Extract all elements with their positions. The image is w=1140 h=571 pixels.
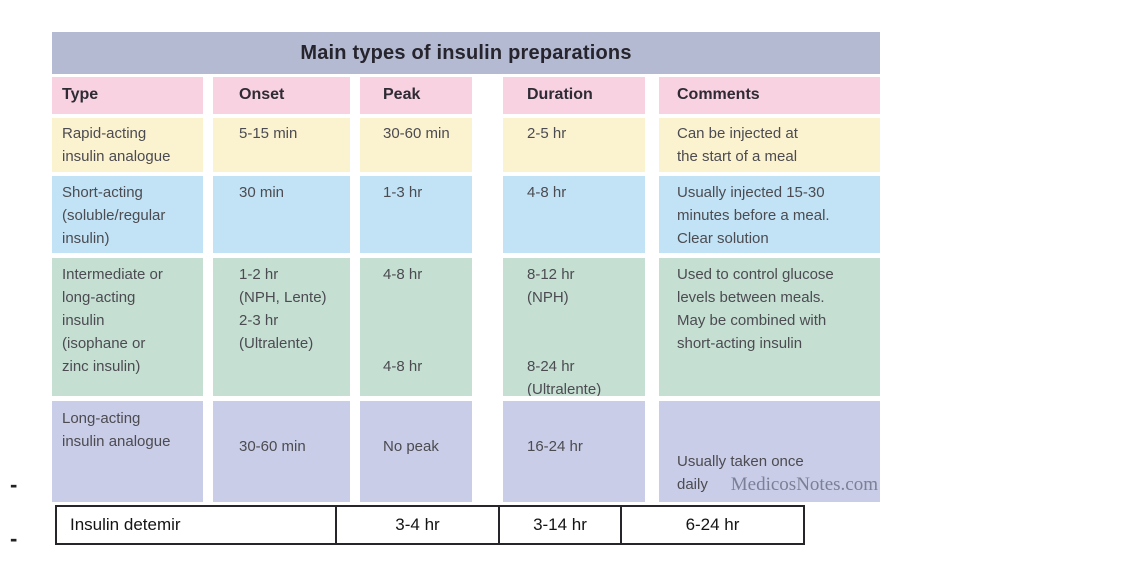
cell-comments: Used to control glucose levels between m… [659,258,880,396]
cell-comments: Usually injected 15-30 minutes before a … [659,176,880,253]
cell-duration: 4-8 hr [503,176,645,253]
margin-dash-bottom: - [10,526,18,551]
cell-duration: 2-5 hr [503,118,645,172]
detemir-name-cell: Insulin detemir [70,515,181,534]
column-header-peak: Peak [360,77,472,114]
cell-type: Long-acting insulin analogue [52,401,203,502]
cell-duration: 16-24 hr [503,401,645,502]
cell-onset: 5-15 min [213,118,350,172]
cell-onset: 1-2 hr (NPH, Lente) 2-3 hr (Ultralente) [213,258,350,396]
insulin-detemir-row: Insulin detemir 3-4 hr 3-14 hr 6-24 hr [55,505,805,545]
table-row-short-acting: Short-acting (soluble/regular insulin) 3… [52,176,880,253]
column-header-onset: Onset [213,77,350,114]
cell-comments: Usually taken once daily MedicosNotes.co… [659,401,880,502]
cell-type: Short-acting (soluble/regular insulin) [52,176,203,253]
table-title: Main types of insulin preparations [52,32,880,74]
cell-peak: 1-3 hr [360,176,472,253]
detemir-value-cell-2: 3-14 hr [498,507,620,543]
cell-peak: No peak [360,401,472,502]
column-header-comments: Comments [659,77,880,114]
cell-onset: 30 min [213,176,350,253]
header-row: Type Onset Peak Duration Comments [52,77,880,114]
watermark-text: MedicosNotes.com [730,474,878,495]
detemir-value-cell-1: 3-4 hr [335,507,498,543]
table-row-long-acting: Long-acting insulin analogue 30-60 min N… [52,401,880,502]
column-header-duration: Duration [503,77,645,114]
cell-type: Rapid-acting insulin analogue [52,118,203,172]
cell-comments: Can be injected at the start of a meal [659,118,880,172]
table-row-intermediate: Intermediate or long-acting insulin (iso… [52,258,880,396]
table-row-rapid-acting: Rapid-acting insulin analogue 5-15 min 3… [52,118,880,172]
column-header-type: Type [52,77,203,114]
cell-peak: 30-60 min [360,118,472,172]
cell-onset: 30-60 min [213,401,350,502]
margin-dash-top: - [10,472,18,497]
cell-type: Intermediate or long-acting insulin (iso… [52,258,203,396]
detemir-value-cell-3: 6-24 hr [620,507,803,543]
comments-text: Usually taken once daily [677,453,804,493]
cell-duration: 8-12 hr (NPH) 8-24 hr (Ultralente) [503,258,645,396]
insulin-preparations-table: Main types of insulin preparations Type … [52,32,880,506]
cell-peak: 4-8 hr 4-8 hr [360,258,472,396]
